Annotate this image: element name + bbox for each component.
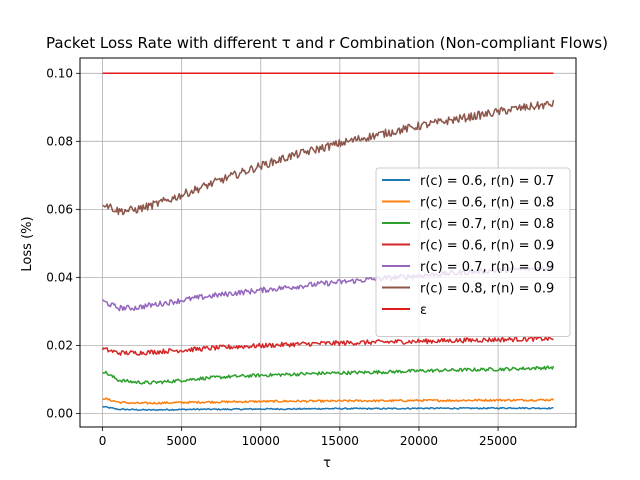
x-tick-label: 20000	[400, 434, 438, 448]
series-lines	[101, 72, 555, 412]
axis-ticks: 0 5000 10000 15000 20000 25000 0.00 0.02 0.04 0.0…	[46, 66, 517, 448]
x-tick-label: 0	[99, 434, 107, 448]
series-line-1	[102, 405, 554, 412]
series-line-6	[102, 99, 555, 216]
legend-entry-label: r(c) = 0.8, r(n) = 0.9	[420, 282, 554, 297]
plot-frame	[79, 57, 577, 428]
legend-entry-label: r(c) = 0.6, r(n) = 0.7	[420, 174, 554, 189]
x-tick-label: 15000	[321, 434, 359, 448]
legend: r(c) = 0.6, r(n) = 0.7 r(c) = 0.6, r(n) =…	[375, 167, 571, 337]
legend-entry-label: r(c) = 0.7, r(n) = 0.9	[420, 260, 554, 275]
y-tick-label: 0.02	[46, 338, 73, 352]
legend-entry-label: ε	[420, 303, 427, 318]
y-tick-label: 0.08	[46, 134, 73, 148]
legend-box	[375, 167, 571, 337]
legend-entry-label: r(c) = 0.7, r(n) = 0.8	[420, 217, 554, 232]
y-tick-label: 0.10	[46, 66, 73, 80]
chart-title: Packet Loss Rate with different τ and r …	[46, 34, 608, 52]
y-tick-label: 0.06	[46, 202, 73, 216]
y-tick-label: 0.04	[46, 270, 73, 284]
legend-entry-label: r(c) = 0.6, r(n) = 0.8	[420, 196, 554, 211]
y-tick-label: 0.00	[46, 406, 73, 420]
y-axis-label: Loss (%)	[20, 216, 35, 271]
series-line-3	[102, 365, 555, 385]
x-tick-label: 5000	[166, 434, 197, 448]
series-line-2	[102, 397, 555, 405]
x-tick-label: 10000	[242, 434, 280, 448]
legend-entry-label: r(c) = 0.6, r(n) = 0.9	[420, 239, 554, 254]
x-tick-label: 25000	[479, 434, 517, 448]
series-line-4	[101, 335, 554, 356]
x-axis-label: τ	[323, 456, 331, 471]
